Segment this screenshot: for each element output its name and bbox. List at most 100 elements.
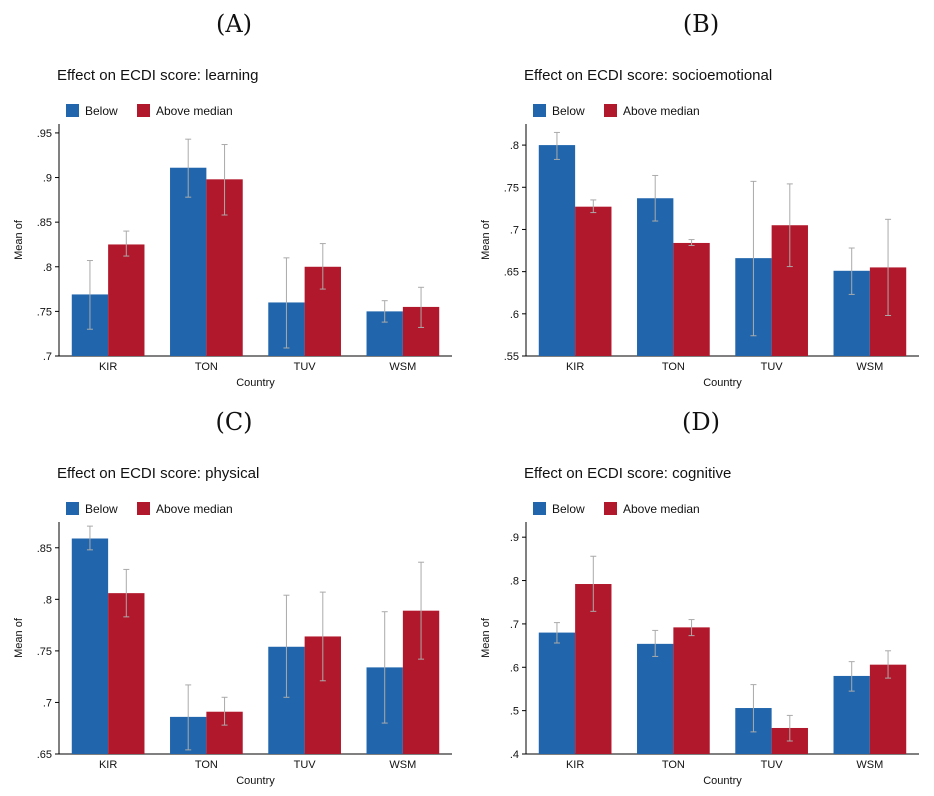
chart-physical: (C) Effect on ECDI score: physical Below Ab… — [13, 408, 452, 787]
x-tick-label: WSM — [856, 759, 883, 771]
y-tick-label: .4 — [510, 749, 519, 761]
panel-a: (A) Effect on ECDI score: learning Below Ab… — [0, 0, 467, 398]
y-axis-title: Mean of — [480, 219, 492, 260]
chart-title: Effect on ECDI score: learning — [57, 67, 259, 84]
x-axis-title: Country — [236, 377, 275, 389]
bar-below-kir — [538, 145, 576, 356]
x-tick-label: WSM — [389, 759, 416, 771]
y-tick-label: .55 — [504, 351, 519, 363]
chart-title: Effect on ECDI score: socioemotional — [524, 67, 772, 84]
bar-above-wsm — [869, 664, 907, 754]
bar-above-kir — [108, 593, 145, 754]
bar-above-ton — [673, 627, 710, 754]
bar-below-ton — [637, 198, 674, 356]
error-bar-below-kir — [86, 260, 93, 330]
bar-above-kir — [575, 206, 612, 356]
y-tick-label: .8 — [510, 140, 519, 152]
y-tick-label: .6 — [510, 309, 519, 321]
panel-label: (A) — [216, 10, 252, 38]
error-bar-below-wsm — [848, 661, 855, 692]
error-bar-below-ton — [652, 629, 659, 657]
legend-swatch-above — [137, 502, 150, 515]
panel-b: (B) Effect on ECDI score: socioemotional B… — [467, 0, 934, 398]
legend-label-below: Below — [552, 502, 585, 516]
error-bar-above-kir — [590, 199, 597, 214]
x-tick-label: TUV — [294, 759, 317, 771]
bar-below-kir — [538, 632, 576, 754]
error-bar-below-kir — [86, 525, 93, 551]
y-tick-label: .75 — [37, 306, 52, 318]
legend-swatch-below — [66, 502, 79, 515]
error-bar-above-kir — [590, 555, 597, 612]
x-axis-title: Country — [703, 377, 742, 389]
y-tick-label: .85 — [37, 543, 52, 555]
y-tick-label: .65 — [37, 749, 52, 761]
x-tick-label: TUV — [761, 759, 784, 771]
x-axis-title: Country — [703, 775, 742, 787]
legend-label-below: Below — [85, 502, 118, 516]
bar-below-ton — [170, 167, 207, 356]
chart-title: Effect on ECDI score: cognitive — [524, 465, 731, 482]
y-axis-title: Mean of — [480, 617, 492, 658]
legend-swatch-below — [66, 104, 79, 117]
panel-label: (D) — [682, 408, 720, 436]
error-bar-above-wsm — [885, 218, 892, 317]
panel-label: (B) — [683, 10, 719, 38]
error-bar-above-kir — [123, 568, 130, 618]
error-bar-above-tuv — [319, 243, 326, 290]
y-tick-label: .75 — [504, 182, 519, 194]
legend-label-above: Above median — [623, 104, 700, 118]
x-tick-label: TON — [662, 361, 685, 373]
bar-above-kir — [575, 584, 612, 754]
error-bar-below-tuv — [283, 594, 290, 698]
x-tick-label: TON — [195, 759, 218, 771]
chart-socioemotional: (B) Effect on ECDI score: socioemotional B… — [480, 10, 919, 389]
x-tick-label: TUV — [761, 361, 784, 373]
legend-label-below: Below — [85, 104, 118, 118]
y-tick-label: .5 — [510, 706, 519, 718]
legend-swatch-below — [533, 104, 546, 117]
error-bar-above-ton — [221, 696, 228, 726]
bar-above-ton — [673, 242, 710, 356]
bar-above-kir — [108, 244, 145, 356]
error-bar-above-kir — [123, 230, 130, 257]
error-bar-below-ton — [652, 174, 659, 222]
y-tick-label: .6 — [510, 662, 519, 674]
legend-label-above: Above median — [156, 502, 233, 516]
chart-title: Effect on ECDI score: physical — [57, 465, 259, 482]
error-bar-above-ton — [221, 144, 228, 216]
y-tick-label: .7 — [43, 351, 52, 363]
y-tick-label: .7 — [510, 619, 519, 631]
error-bar-below-tuv — [750, 180, 757, 337]
error-bar-below-ton — [185, 684, 192, 751]
error-bar-below-kir — [553, 131, 560, 160]
legend-swatch-above — [137, 104, 150, 117]
y-tick-label: .65 — [504, 267, 519, 279]
y-tick-label: .8 — [43, 594, 52, 606]
error-bar-above-wsm — [885, 650, 892, 679]
error-bar-below-tuv — [750, 684, 757, 733]
panel-d: (D) Effect on ECDI score: cognitive Below A… — [467, 398, 934, 796]
error-bar-above-wsm — [418, 286, 425, 328]
error-bar-below-wsm — [848, 247, 855, 295]
legend-swatch-below — [533, 502, 546, 515]
x-tick-label: WSM — [856, 361, 883, 373]
error-bar-below-wsm — [381, 611, 388, 724]
y-tick-label: .8 — [510, 576, 519, 588]
error-bar-above-wsm — [418, 561, 425, 660]
x-axis-title: Country — [236, 775, 275, 787]
y-axis-title: Mean of — [13, 219, 25, 260]
x-tick-label: WSM — [389, 361, 416, 373]
error-bar-above-tuv — [786, 183, 793, 268]
legend-label-below: Below — [552, 104, 585, 118]
legend-swatch-above — [604, 104, 617, 117]
legend-label-above: Above median — [156, 104, 233, 118]
x-tick-label: TON — [662, 759, 685, 771]
error-bar-above-ton — [688, 619, 695, 637]
legend-swatch-above — [604, 502, 617, 515]
x-tick-label: TUV — [294, 361, 317, 373]
chart-learning: (A) Effect on ECDI score: learning Below Ab… — [13, 10, 452, 389]
error-bar-above-tuv — [786, 714, 793, 742]
error-bar-above-tuv — [319, 591, 326, 682]
x-tick-label: KIR — [566, 361, 584, 373]
